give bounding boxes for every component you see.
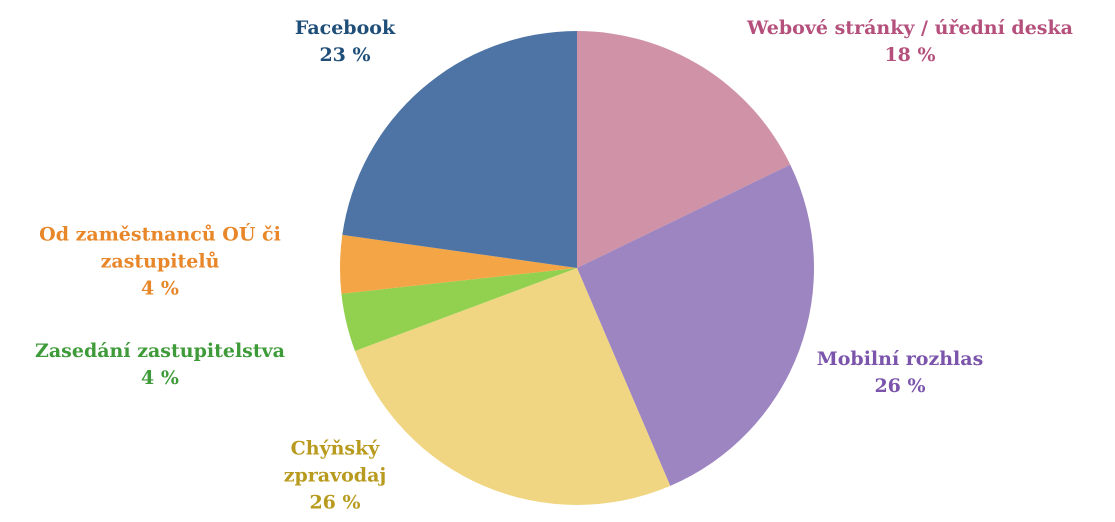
slice-label: Webové stránky / úřední deska 18 % — [700, 15, 1115, 69]
slice-label: Zasedání zastupitelstva 4 % — [0, 338, 320, 392]
slice-label: Chýňský zpravodaj 26 % — [265, 436, 405, 517]
category-label: Zasedání zastupitelstva — [34, 340, 285, 362]
pie-slice — [577, 164, 814, 486]
value-label: 26 % — [309, 491, 361, 514]
slice-label: Facebook 23 % — [245, 15, 445, 69]
value-label: 23 % — [319, 44, 371, 66]
pie-slice — [339, 234, 577, 294]
category-label: Webové stránky / úřední deska — [747, 17, 1073, 39]
pie-slice — [577, 31, 791, 268]
pie-slice — [341, 268, 577, 351]
category-label: Mobilní rozhlas — [816, 348, 984, 370]
slice-label: Od zaměstnanců OÚ či zastupitelů 4 % — [5, 222, 315, 303]
slice-label: Mobilní rozhlas 26 % — [790, 346, 1010, 400]
pie-slice — [355, 268, 671, 505]
category-label: Chýňský zpravodaj — [283, 437, 387, 487]
value-label: 18 % — [884, 44, 936, 66]
value-label: 4 % — [141, 367, 179, 389]
category-label: Facebook — [294, 17, 396, 39]
value-label: 26 % — [874, 375, 926, 397]
value-label: 4 % — [141, 277, 179, 300]
category-label: Od zaměstnanců OÚ či zastupitelů — [39, 223, 281, 273]
pie-slice — [342, 31, 577, 268]
